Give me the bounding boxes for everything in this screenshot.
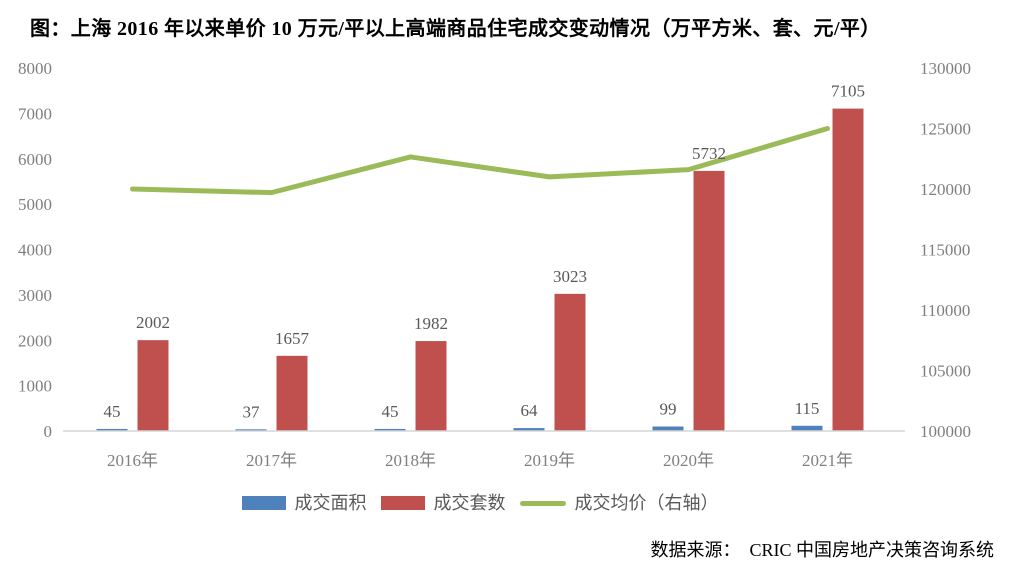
legend-line-swatch bbox=[519, 500, 566, 506]
x-axis-label: 2017年 bbox=[246, 451, 297, 470]
bar bbox=[137, 340, 169, 431]
x-axis-labels: 2016年 2017年 2018年 2019年 2020年 2021年 bbox=[107, 451, 853, 470]
x-axis-label: 2020年 bbox=[663, 451, 714, 470]
bar-value-label: 5732 bbox=[692, 144, 726, 163]
bar bbox=[374, 428, 406, 431]
left-tick-label: 6000 bbox=[18, 150, 52, 169]
right-tick-label: 115000 bbox=[920, 241, 970, 260]
right-tick-label: 105000 bbox=[920, 362, 971, 381]
left-tick-label: 8000 bbox=[18, 59, 52, 78]
left-tick-label: 2000 bbox=[18, 331, 52, 350]
bar-value-label: 115 bbox=[795, 399, 820, 418]
units-value-labels: 2002 1657 1982 3023 5732 7105 bbox=[136, 82, 865, 348]
x-axis-label: 2019年 bbox=[524, 451, 575, 470]
bar bbox=[235, 429, 267, 431]
x-axis-label: 2016年 bbox=[107, 451, 158, 470]
bar bbox=[693, 170, 725, 431]
chart-title: 图：上海 2016 年以来单价 10 万元/平以上高端商品住宅成交变动情况（万平… bbox=[30, 18, 881, 40]
bar-value-label: 45 bbox=[382, 402, 399, 421]
units-bars bbox=[137, 108, 864, 431]
left-tick-label: 1000 bbox=[18, 377, 52, 396]
bar-value-label: 45 bbox=[104, 402, 121, 421]
legend-item-0: 成交面积 bbox=[241, 493, 367, 513]
legend-bar-swatch bbox=[380, 496, 425, 510]
bar bbox=[513, 428, 545, 431]
bar-value-label: 64 bbox=[521, 401, 539, 420]
bar bbox=[652, 426, 684, 431]
right-tick-label: 125000 bbox=[920, 120, 971, 139]
bar bbox=[276, 355, 308, 431]
right-tick-label: 120000 bbox=[920, 180, 971, 199]
bar bbox=[96, 428, 128, 431]
legend-label: 成交均价（右轴） bbox=[574, 493, 719, 513]
legend-label: 成交面积 bbox=[294, 493, 367, 513]
bar-value-label: 1982 bbox=[414, 314, 448, 333]
x-axis-label: 2018年 bbox=[385, 451, 436, 470]
left-tick-label: 7000 bbox=[18, 104, 52, 123]
right-axis-ticks: 100000 105000 110000 115000 120000 125000 1300… bbox=[920, 59, 971, 441]
left-tick-label: 5000 bbox=[18, 195, 52, 214]
bar-value-label: 1657 bbox=[275, 329, 310, 348]
data-source: 数据来源： CRIC 中国房地产决策咨询系统 bbox=[650, 540, 994, 560]
left-tick-label: 0 bbox=[44, 422, 53, 441]
chart-legend: 成交面积 成交套数 成交均价（右轴） bbox=[63, 490, 897, 516]
bar-value-label: 7105 bbox=[831, 82, 865, 101]
bar bbox=[554, 293, 586, 431]
x-axis-label: 2021年 bbox=[802, 451, 853, 470]
bar bbox=[832, 108, 864, 431]
legend-label: 成交套数 bbox=[433, 493, 506, 513]
bar-value-label: 2002 bbox=[136, 313, 170, 332]
bar-value-label: 3023 bbox=[553, 267, 587, 286]
bar bbox=[791, 425, 823, 431]
right-tick-label: 100000 bbox=[920, 422, 971, 441]
left-tick-label: 4000 bbox=[18, 241, 52, 260]
left-tick-label: 3000 bbox=[18, 286, 52, 305]
right-tick-label: 110000 bbox=[920, 301, 970, 320]
bar bbox=[415, 341, 447, 431]
right-tick-label: 130000 bbox=[920, 59, 971, 78]
legend-item-1: 成交套数 bbox=[380, 493, 506, 513]
left-axis-ticks: 0 1000 2000 3000 4000 5000 6000 7000 8000 bbox=[18, 59, 52, 441]
bar-value-label: 99 bbox=[660, 400, 677, 419]
legend-bar-swatch bbox=[241, 496, 286, 510]
price-line bbox=[130, 126, 830, 196]
legend-item-2: 成交均价（右轴） bbox=[519, 493, 719, 513]
bar-value-label: 37 bbox=[243, 402, 261, 421]
area-value-labels: 45 37 45 64 99 115 bbox=[104, 399, 820, 422]
area-bars bbox=[96, 425, 823, 431]
